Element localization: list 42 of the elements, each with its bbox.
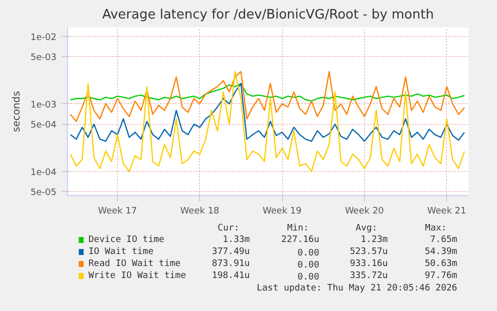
- y-tick-label: 5e-03: [30, 53, 57, 64]
- text: 335.72u: [350, 271, 388, 281]
- legend-label: Read IO Wait time: [88, 259, 181, 269]
- x-tick-label: Week 21: [427, 206, 466, 216]
- chart-title: Average latency for /dev/BionicVG/Root - by month: [102, 8, 434, 22]
- text: Min:: [287, 224, 309, 234]
- line-series: [70, 82, 465, 142]
- text: 7.65m: [430, 235, 458, 245]
- text: 933.16u: [350, 259, 388, 269]
- text: 0.00: [298, 248, 320, 258]
- legend-label: IO Wait time: [88, 247, 154, 257]
- text: 0.00: [298, 272, 320, 282]
- y-tick-label: 1e-03: [30, 100, 57, 110]
- line-series: [70, 71, 465, 122]
- text: 0.00: [298, 260, 320, 270]
- text: 377.49u: [212, 247, 250, 257]
- text: Last update: Thu May 21 20:05:46 2026: [256, 284, 458, 294]
- text: 1.23m: [360, 235, 388, 245]
- text: 54.39m: [424, 247, 458, 257]
- y-tick-label: 1e-02: [30, 32, 57, 43]
- legend-label: Device IO time: [88, 235, 164, 245]
- legend-label: Write IO Wait time: [88, 271, 186, 281]
- x-tick-label: Week 17: [98, 206, 137, 216]
- text: Cur:: [218, 224, 240, 234]
- text: 227.16u: [281, 235, 320, 245]
- y-tick-label: 5e-04: [30, 120, 57, 131]
- text: Max:: [425, 224, 447, 234]
- x-tick-label: Week 18: [180, 206, 220, 216]
- x-tick-label: Week 19: [262, 206, 302, 216]
- y-axis-title: seconds: [12, 91, 23, 132]
- line-series: [70, 82, 465, 102]
- text: 50.63m: [424, 259, 458, 269]
- text: 198.41u: [212, 271, 250, 281]
- line-series: [70, 71, 465, 172]
- text: 523.57u: [350, 247, 388, 257]
- text: 97.76m: [424, 271, 458, 281]
- text: 1.33m: [222, 235, 250, 245]
- x-tick-label: Week 20: [344, 206, 384, 216]
- y-tick-label: 1e-04: [30, 168, 57, 178]
- text: Avg:: [356, 224, 378, 234]
- y-tick-label: 5e-05: [30, 188, 57, 198]
- text: 873.91u: [212, 259, 250, 269]
